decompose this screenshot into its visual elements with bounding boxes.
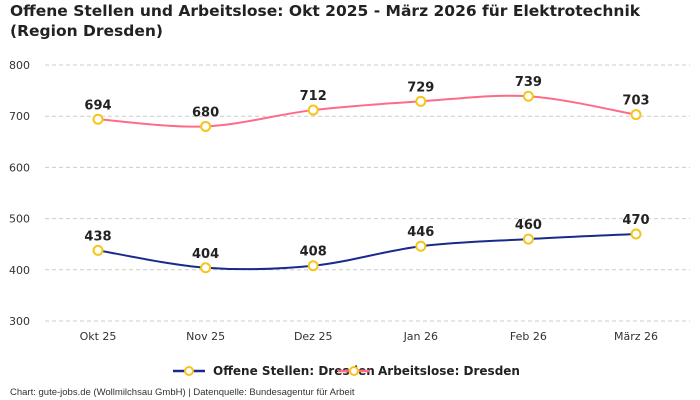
data-point <box>415 95 427 107</box>
data-point <box>200 120 212 132</box>
y-tick-label: 500 <box>9 213 30 226</box>
data-label: 446 <box>407 225 434 240</box>
legend-marker <box>349 366 359 376</box>
data-point <box>522 233 534 245</box>
y-tick-label: 600 <box>9 161 30 174</box>
data-point <box>200 262 212 274</box>
data-label: 739 <box>515 75 542 90</box>
y-tick-label: 300 <box>9 315 30 328</box>
data-point <box>630 228 642 240</box>
y-tick-label: 400 <box>9 264 30 277</box>
y-tick-label: 800 <box>9 59 30 72</box>
data-point <box>307 260 319 272</box>
data-point <box>307 104 319 116</box>
x-tick-label: Nov 25 <box>186 330 225 343</box>
series-line <box>97 94 637 128</box>
y-tick-label: 700 <box>9 110 30 123</box>
x-tick-label: Okt 25 <box>80 330 117 343</box>
data-label: 460 <box>515 218 542 233</box>
data-point <box>92 244 104 256</box>
chart-title: Offene Stellen und Arbeitslose: Okt 2025… <box>10 2 641 40</box>
data-label: 712 <box>300 89 327 104</box>
x-tick-label: Jan 26 <box>403 330 438 343</box>
data-label: 694 <box>84 98 111 113</box>
data-label: 438 <box>84 229 111 244</box>
x-tick-label: März 26 <box>614 330 658 343</box>
legend-marker <box>184 366 194 376</box>
series-line <box>97 232 637 271</box>
data-label: 408 <box>300 245 327 260</box>
legend-label: Arbeitslose: Dresden <box>378 364 520 378</box>
data-point <box>630 109 642 121</box>
legend-label: Offene Stellen: Dresden <box>213 364 375 378</box>
data-label: 470 <box>622 213 649 228</box>
x-tick-label: Dez 25 <box>294 330 333 343</box>
data-label: 729 <box>407 80 434 95</box>
data-point <box>415 240 427 252</box>
data-label: 404 <box>192 247 219 262</box>
x-tick-label: Feb 26 <box>510 330 547 343</box>
data-point <box>92 113 104 125</box>
data-label: 680 <box>192 105 219 120</box>
data-label: 703 <box>622 94 649 109</box>
chart-source: Chart: gute-jobs.de (Wollmilchsau GmbH) … <box>10 387 355 398</box>
data-point <box>522 90 534 102</box>
